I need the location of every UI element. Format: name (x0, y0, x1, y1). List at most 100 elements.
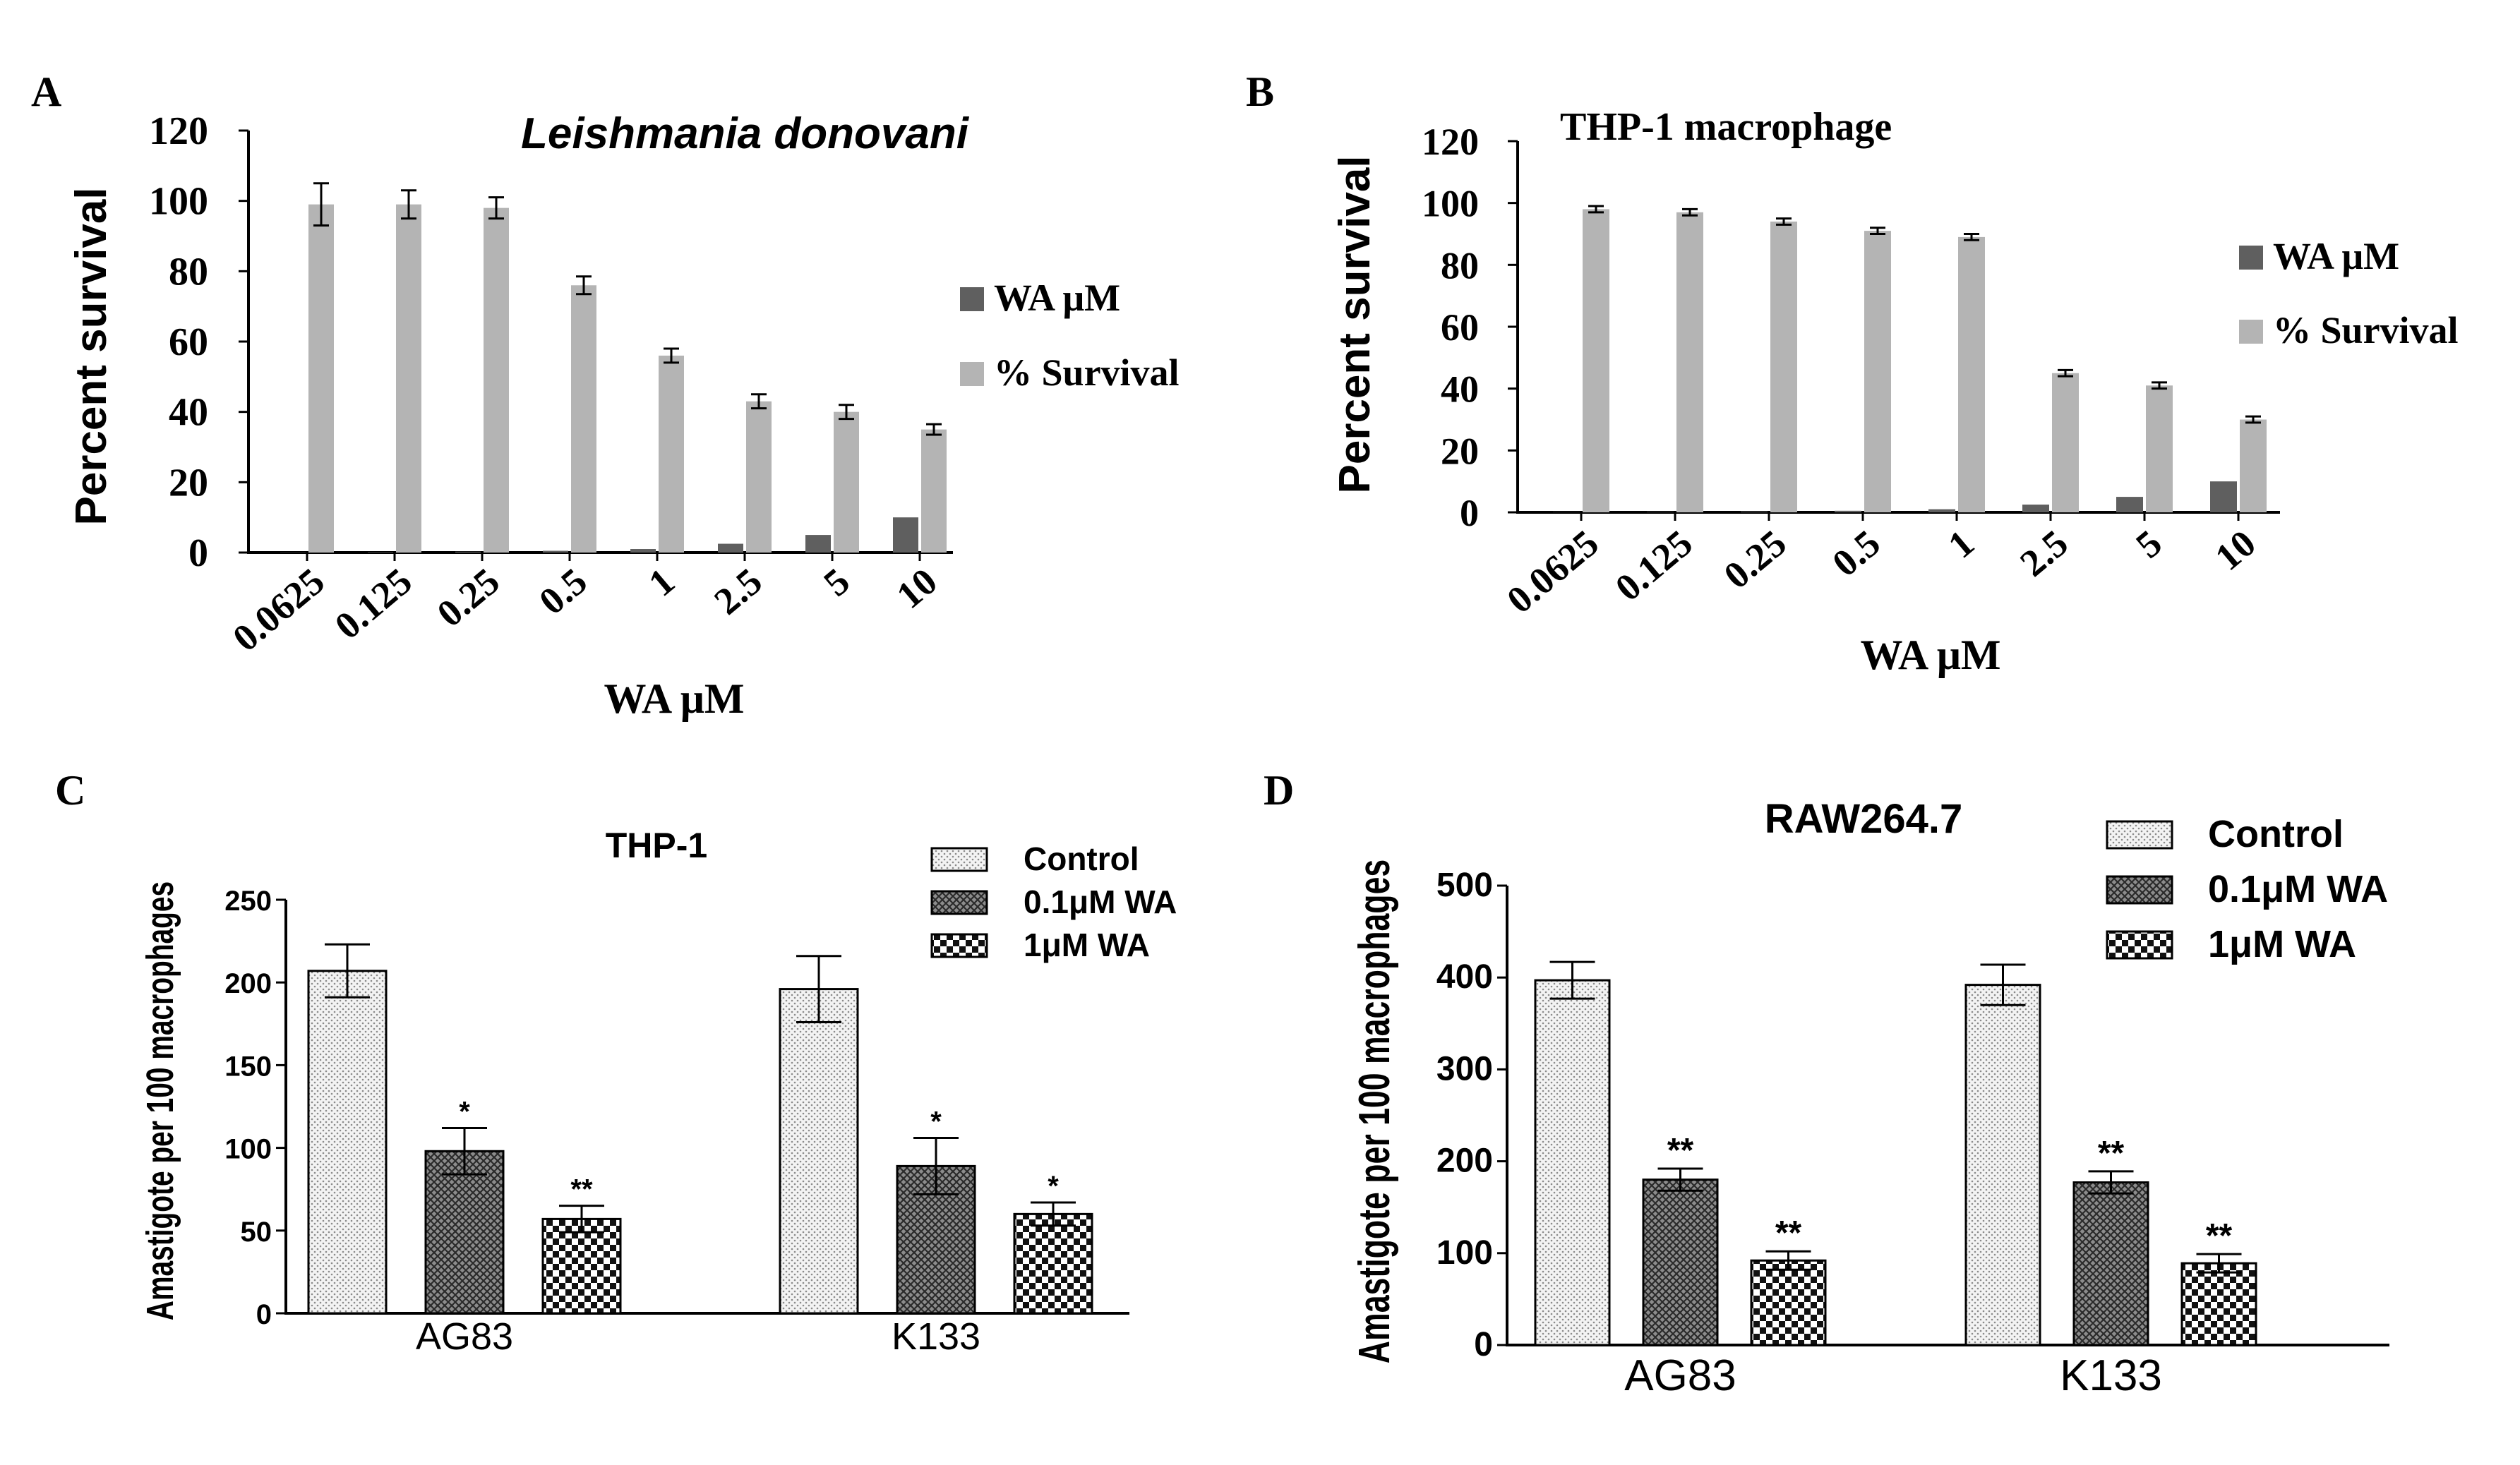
y-tick-label: 200 (224, 968, 272, 999)
bar-wa (805, 535, 831, 553)
bar-wa (2022, 505, 2049, 512)
chart-title: RAW264.7 (1765, 796, 1962, 842)
x-tick-label: 5 (2128, 522, 2169, 566)
bar-wa (455, 551, 481, 553)
bar-wa (1835, 510, 1861, 512)
legend-swatch-survival (960, 362, 984, 386)
y-tick-label: 120 (1422, 121, 1479, 163)
legend-label-control: Control (1024, 840, 1139, 877)
bar-wa (543, 550, 568, 553)
legend-swatch-wa (960, 287, 984, 311)
legend: Control 0.1μM WA 1μM WA (930, 840, 1177, 963)
x-tick-label: 2.5 (706, 560, 769, 622)
x-tick-label: 0.5 (531, 560, 594, 622)
x-tick-label: 0.25 (429, 560, 508, 635)
y-tick-label: 400 (1436, 958, 1493, 996)
legend-swatch-wa (2239, 246, 2263, 270)
legend-label-1wa: 1μM WA (1024, 927, 1150, 963)
bar-survival (834, 411, 859, 553)
y-tick-label: 0 (1460, 492, 1479, 534)
bar-wa (368, 552, 393, 553)
legend-swatch-01wa (2106, 875, 2173, 905)
bar-wa (630, 549, 656, 553)
y-tick-label: 100 (1436, 1234, 1493, 1272)
x-tick-label: 0.125 (1607, 522, 1700, 609)
bar-survival (1676, 212, 1703, 512)
x-category-label: K133 (2060, 1351, 2162, 1400)
bar-survival (396, 204, 421, 553)
bar-1-m-wa (1013, 1212, 1093, 1315)
legend-label-01wa: 0.1μM WA (2208, 868, 2388, 910)
panel-a: A Leishmania donovani Percent survival W… (31, 68, 1180, 722)
bar-survival (746, 401, 772, 553)
panel-d: D RAW264.7 Amastigote per 100 macrophage… (1264, 767, 2389, 1400)
legend-swatch-1wa (2106, 930, 2173, 960)
bar-control (779, 988, 859, 1315)
y-tick-label: 60 (1441, 306, 1479, 349)
x-tick-label: 0.125 (327, 560, 420, 647)
significance-marker: ** (570, 1174, 593, 1205)
bar-1-m-wa (1750, 1259, 1827, 1346)
legend-label-control: Control (2208, 813, 2344, 855)
x-axis-label: WA μM (604, 675, 744, 722)
bar-survival (484, 207, 509, 553)
bar-survival (659, 355, 684, 553)
x-tick-label: 0.25 (1716, 522, 1794, 597)
bar-survival (2052, 373, 2079, 512)
panel-label-b: B (1246, 68, 1274, 115)
y-tick-label: 60 (169, 320, 208, 364)
significance-marker: * (930, 1107, 942, 1138)
bar-survival (2146, 385, 2173, 512)
legend-label-survival: % Survival (994, 351, 1180, 394)
x-tick-label: 1 (640, 560, 682, 604)
y-tick-label: 40 (1441, 368, 1479, 411)
y-tick-label: 40 (169, 391, 208, 435)
bar-survival (1864, 231, 1891, 512)
panel-b: B THP-1 macrophage Percent survival WA μ… (1246, 68, 2459, 678)
y-tick-label: 80 (169, 250, 208, 294)
bar-wa (1928, 509, 1955, 512)
legend: Control 0.1μM WA 1μM WA (2106, 813, 2388, 965)
bar-control (1964, 984, 2041, 1346)
bar-0-1-m-wa (2072, 1181, 2149, 1346)
bar-control (307, 970, 388, 1315)
y-tick-label: 500 (1436, 867, 1493, 904)
y-tick-label: 150 (224, 1051, 272, 1082)
x-tick-label: 0.0625 (224, 560, 332, 659)
legend-swatch-survival (2239, 320, 2263, 344)
y-axis-label: Percent survival (67, 187, 116, 525)
bar-survival (921, 429, 947, 553)
x-tick-label: 10 (2207, 522, 2264, 579)
y-tick-label: 20 (1441, 430, 1479, 472)
panel-label-c: C (55, 767, 85, 814)
y-tick-label: 80 (1441, 244, 1479, 287)
bar-survival (308, 204, 334, 553)
significance-marker: ** (2206, 1217, 2233, 1255)
bar-0-1-m-wa (1642, 1178, 1719, 1346)
bar-survival (1770, 221, 1797, 512)
bar-wa (893, 517, 918, 553)
bar-wa (718, 543, 743, 553)
chart-title: Leishmania donovani (521, 109, 970, 158)
x-category-label: K133 (892, 1315, 980, 1358)
legend-label-wa: WA μM (994, 277, 1120, 319)
bar-control (1534, 979, 1611, 1346)
bar-survival (1958, 236, 1985, 512)
bar-0-1-m-wa (424, 1150, 505, 1315)
legend-label-1wa: 1μM WA (2208, 923, 2356, 965)
bar-1-m-wa (2180, 1262, 2257, 1346)
y-tick-label: 0 (256, 1299, 272, 1330)
chart-title: THP-1 (606, 826, 707, 865)
y-tick-label: 0 (188, 531, 208, 575)
x-category-label: AG83 (1624, 1351, 1736, 1400)
bar-survival (571, 285, 596, 553)
y-tick-label: 250 (224, 886, 272, 917)
y-tick-label: 0 (1474, 1326, 1493, 1363)
panel-label-d: D (1264, 767, 1294, 814)
y-axis-label: Percent survival (1331, 155, 1379, 493)
legend-swatch-01wa (930, 890, 988, 915)
y-tick-label: 100 (1422, 183, 1479, 225)
significance-marker: * (1048, 1171, 1059, 1202)
panel-c: C THP-1 Amastigote per 100 macrophages 0… (55, 767, 1177, 1358)
